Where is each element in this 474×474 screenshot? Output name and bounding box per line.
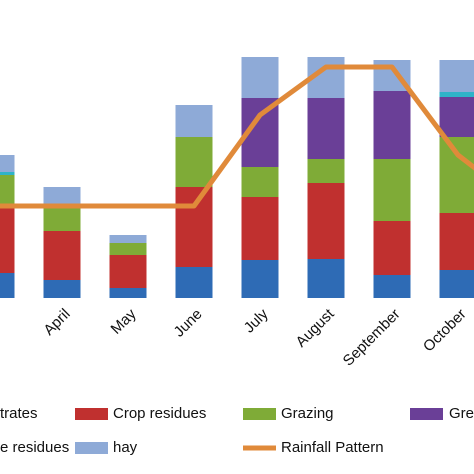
bar-segment (175, 267, 213, 298)
x-tick-label: July (241, 305, 272, 336)
x-tick-label: August (293, 305, 339, 351)
x-tick-label: May (108, 305, 140, 337)
bar-segment (43, 208, 81, 231)
bar-segment (0, 172, 15, 175)
x-tick-label: June (171, 306, 206, 341)
legend-label: Crop residues (113, 405, 206, 422)
legend-label: e residues (0, 439, 69, 456)
bar-segment (175, 187, 213, 267)
bar-segment (373, 159, 411, 221)
legend-marker (75, 442, 108, 454)
x-tick-label: April (40, 306, 73, 339)
bar-segment (241, 197, 279, 260)
bar-segment (109, 255, 147, 288)
bar-segment (175, 137, 213, 187)
bar-segment (43, 231, 81, 280)
legend-marker (75, 408, 108, 420)
legend-marker (243, 408, 276, 420)
bar-segment (439, 92, 474, 97)
bar-segment (439, 97, 474, 137)
bar-segment (0, 273, 15, 298)
legend-marker (410, 408, 443, 420)
bar-segment (0, 208, 15, 273)
bar-segment (307, 98, 345, 159)
bar-segment (109, 288, 147, 298)
legend-label: hay (113, 439, 138, 456)
bar-segment (109, 243, 147, 255)
legend-label: Gre (449, 405, 474, 422)
bar-segment (43, 280, 81, 298)
bar-segment (307, 183, 345, 259)
bar-segment (43, 187, 81, 208)
bar-segment (439, 137, 474, 213)
legend-label: trates (0, 405, 38, 422)
bar-segment (241, 260, 279, 298)
bar-segment (373, 275, 411, 298)
bar-segment (241, 57, 279, 98)
x-tick-label: September (340, 306, 404, 370)
bar-segment (307, 159, 345, 183)
bar-segment (0, 155, 15, 172)
bar-segment (439, 60, 474, 92)
rainfall-line (0, 64, 474, 209)
bar-segment (175, 105, 213, 137)
bar-segment (373, 221, 411, 275)
bar-segment (373, 91, 411, 159)
bar-segment (109, 235, 147, 243)
bar-segment (307, 259, 345, 298)
bar-segment (0, 175, 15, 208)
bar-segment (439, 270, 474, 298)
x-tick-label: October (420, 306, 470, 356)
bar-segment (241, 167, 279, 197)
bar-segment (439, 213, 474, 270)
legend-label: Grazing (281, 405, 334, 422)
legend-label: Rainfall Pattern (281, 439, 384, 456)
